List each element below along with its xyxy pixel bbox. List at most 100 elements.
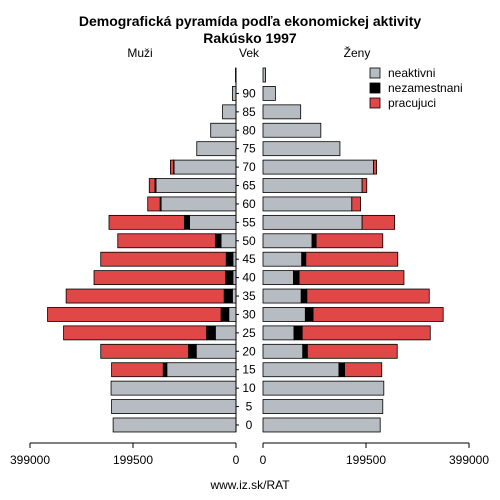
age-tick-label: 65 — [242, 179, 256, 193]
female-bar-nezamestnani-age-50 — [311, 233, 317, 249]
male-bar-neaktivni-age-30 — [228, 307, 237, 322]
male-bar-nezamestnani-age-25 — [206, 325, 216, 341]
male-bar-nezamestnani-age-20 — [188, 343, 197, 359]
male-bar-neaktivni-age-85 — [222, 104, 237, 120]
footer-source: www.iz.sk/RAT — [210, 478, 290, 492]
right-x-tick-label: 399000 — [449, 453, 489, 467]
male-bar-pracujuci-age-15 — [111, 362, 164, 378]
right-panel-label: Ženy — [344, 45, 371, 60]
female-bar-neaktivni-age-0 — [262, 417, 381, 433]
male-bar-neaktivni-age-20 — [195, 343, 237, 359]
female-bar-pracujuci-age-60 — [351, 196, 361, 212]
female-bar-neaktivni-age-15 — [262, 362, 340, 378]
age-tick-label: 20 — [242, 344, 256, 358]
legend-label-neaktivni: neaktivni — [388, 66, 435, 80]
bars-layer — [47, 67, 444, 433]
axes-layer: 0 5 10 15 20 25 30 35 40 45 50 55 60 65 70 75 80 85 90 3990… — [10, 68, 489, 467]
male-bar-neaktivni-age-50 — [220, 233, 237, 249]
female-bar-neaktivni-age-30 — [262, 307, 306, 322]
age-tick-label: 70 — [242, 160, 256, 174]
male-bar-pracujuci-age-70 — [170, 159, 174, 175]
male-bar-neaktivni-age-35 — [231, 288, 237, 304]
female-bar-neaktivni-age-70 — [262, 159, 374, 175]
female-bar-nezamestnani-age-30 — [304, 307, 314, 322]
male-bar-nezamestnani-age-15 — [162, 362, 168, 378]
female-bar-neaktivni-age-55 — [262, 214, 363, 230]
male-bar-neaktivni-age-15 — [166, 362, 237, 378]
female-bar-neaktivni-age-35 — [262, 288, 302, 304]
legend-swatch-nezamestnani — [369, 82, 381, 94]
female-bar-pracujuci-age-20 — [307, 343, 398, 359]
age-tick-label: 85 — [242, 105, 256, 119]
male-bar-nezamestnani-age-35 — [223, 288, 233, 304]
male-bar-neaktivni-age-25 — [214, 325, 237, 341]
left-x-tick-label: 0 — [233, 453, 240, 467]
female-bar-neaktivni-age-40 — [262, 270, 294, 286]
female-bar-neaktivni-age-95 — [262, 67, 266, 83]
female-bar-neaktivni-age-25 — [262, 325, 295, 341]
female-bar-pracujuci-age-35 — [306, 288, 430, 304]
female-bar-pracujuci-age-25 — [301, 325, 431, 341]
female-bar-nezamestnani-age-25 — [293, 325, 303, 341]
female-bar-nezamestnani-age-15 — [338, 362, 345, 378]
age-tick-label: 50 — [242, 234, 256, 248]
female-bar-nezamestnani-age-20 — [302, 343, 308, 359]
female-bar-neaktivni-age-65 — [262, 178, 363, 193]
chart-title: Demografická pyramída podľa ekonomickej … — [79, 13, 422, 29]
chart-subtitle: Rakúsko 1997 — [203, 30, 297, 46]
female-bar-neaktivni-age-45 — [262, 251, 303, 267]
male-bar-pracujuci-age-25 — [63, 325, 207, 341]
age-tick-label: 5 — [246, 400, 253, 414]
legend-label-nezamestnani: nezamestnani — [388, 81, 463, 95]
legend-swatch-neaktivni — [369, 67, 381, 79]
female-bar-neaktivni-age-60 — [262, 196, 353, 212]
age-tick-label: 80 — [242, 123, 256, 137]
female-bar-nezamestnani-age-35 — [300, 288, 308, 304]
male-bar-pracujuci-age-20 — [100, 343, 189, 359]
female-bar-pracujuci-age-40 — [298, 270, 405, 286]
female-bar-pracujuci-age-55 — [361, 214, 396, 230]
male-bar-pracujuci-age-45 — [100, 251, 227, 267]
age-tick-label: 15 — [242, 363, 256, 377]
age-tick-label: 35 — [242, 289, 256, 303]
male-bar-nezamestnani-age-45 — [225, 251, 234, 267]
female-bar-neaktivni-age-20 — [262, 343, 304, 359]
age-tick-label: 55 — [242, 215, 256, 229]
male-bar-nezamestnani-age-50 — [214, 233, 222, 249]
age-tick-label: 10 — [242, 381, 256, 395]
age-tick-label: 25 — [242, 326, 256, 340]
male-bar-neaktivni-age-0 — [112, 417, 237, 433]
legend-swatch-pracujuci — [369, 97, 381, 109]
age-tick-label: 90 — [242, 86, 256, 100]
age-tick-label: 30 — [242, 307, 256, 321]
male-bar-nezamestnani-age-40 — [225, 270, 234, 286]
male-bar-neaktivni-age-65 — [155, 178, 237, 193]
male-bar-neaktivni-age-75 — [196, 141, 237, 157]
male-bar-neaktivni-age-90 — [231, 86, 237, 101]
male-bar-neaktivni-age-10 — [110, 380, 237, 396]
female-bar-nezamestnani-age-40 — [293, 270, 300, 286]
male-bar-neaktivni-age-5 — [111, 399, 237, 414]
age-tick-label: 75 — [242, 142, 256, 156]
female-bar-neaktivni-age-10 — [262, 380, 385, 396]
female-bar-pracujuci-age-45 — [305, 251, 399, 267]
female-bar-neaktivni-age-90 — [262, 86, 276, 101]
male-bar-pracujuci-age-40 — [93, 270, 227, 286]
male-bar-pracujuci-age-60 — [147, 196, 161, 212]
female-bar-pracujuci-age-50 — [315, 233, 384, 249]
female-bar-neaktivni-age-50 — [262, 233, 313, 249]
age-tick-label: 40 — [242, 271, 256, 285]
female-bar-neaktivni-age-80 — [262, 122, 322, 138]
female-bar-pracujuci-age-15 — [344, 362, 383, 378]
male-bar-neaktivni-age-80 — [210, 122, 237, 138]
male-bar-pracujuci-age-35 — [65, 288, 225, 304]
left-panel-label: Muži — [127, 46, 152, 60]
age-tick-label: 0 — [246, 418, 253, 432]
male-bar-neaktivni-age-70 — [173, 159, 237, 175]
male-bar-pracujuci-age-50 — [117, 233, 216, 249]
age-axis-label: Vek — [239, 46, 260, 60]
female-bar-neaktivni-age-75 — [262, 141, 341, 157]
female-bar-neaktivni-age-5 — [262, 399, 384, 414]
male-bar-pracujuci-age-30 — [47, 307, 222, 322]
